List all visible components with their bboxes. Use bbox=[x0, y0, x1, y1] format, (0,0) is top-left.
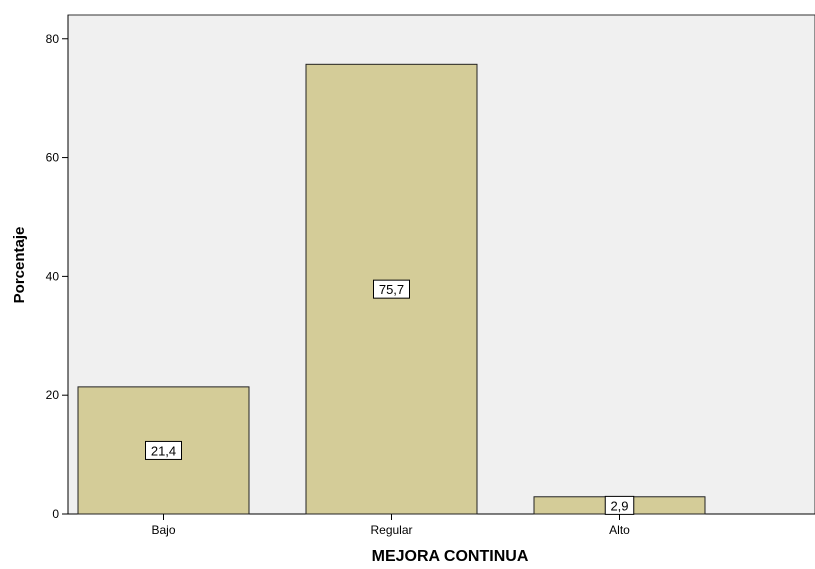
y-tick-label: 20 bbox=[46, 388, 60, 402]
x-axis-ticks: Bajo Regular Alto bbox=[151, 514, 630, 537]
data-label-bajo: 21,4 bbox=[151, 443, 176, 458]
x-tick-label: Alto bbox=[609, 523, 630, 537]
data-labels: 21,4 75,7 2,9 bbox=[145, 279, 635, 515]
data-label-box bbox=[373, 279, 410, 299]
x-axis-title: MEJORA CONTINUA bbox=[372, 548, 529, 565]
y-tick-label: 0 bbox=[52, 507, 59, 521]
x-tick-label: Bajo bbox=[151, 523, 175, 537]
y-tick-label: 40 bbox=[46, 269, 60, 283]
y-axis-ticks: 0 20 40 60 80 bbox=[46, 32, 68, 521]
x-tick-label: Regular bbox=[370, 523, 412, 537]
data-label-alto: 2,9 bbox=[610, 498, 628, 513]
data-label-regular: 75,7 bbox=[379, 282, 404, 297]
y-tick-label: 60 bbox=[46, 151, 60, 165]
y-axis-title: Porcentaje bbox=[11, 227, 28, 304]
data-label-box bbox=[604, 495, 635, 515]
y-tick-label: 80 bbox=[46, 32, 60, 46]
data-label-box bbox=[145, 440, 182, 460]
